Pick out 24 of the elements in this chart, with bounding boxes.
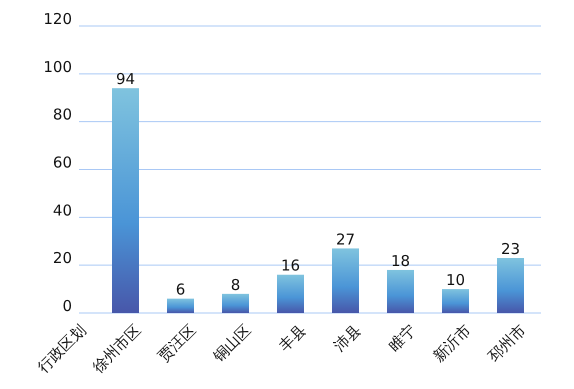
data-label: 27 [336, 230, 356, 248]
y-tick-label: 100 [43, 58, 72, 76]
x-tick-label: 沛县 [330, 321, 364, 355]
y-tick-label: 0 [62, 297, 72, 315]
x-tick-label: 邳州市 [484, 321, 530, 366]
data-label: 94 [116, 70, 136, 88]
x-tick-label: 贾汪区 [154, 321, 200, 366]
x-tick-label: 新沂市 [430, 321, 474, 366]
data-label: 10 [446, 271, 466, 290]
data-label: 16 [280, 256, 300, 275]
y-tick-label: 40 [52, 201, 72, 220]
x-tick-label: 睢宁 [385, 321, 420, 355]
y-tick-label: 120 [43, 10, 72, 28]
data-label: 23 [500, 240, 520, 258]
y-tick-label: 20 [52, 249, 72, 268]
x-tick-label: 丰县 [275, 321, 310, 355]
x-tick-label: 铜山区 [208, 321, 254, 366]
x-tick-label: 行政区划 [34, 321, 90, 376]
data-label: 18 [390, 252, 410, 270]
y-tick-label: 60 [52, 154, 72, 172]
data-label: 6 [176, 280, 186, 299]
data-label: 8 [230, 276, 240, 294]
x-tick-label: 徐州市区 [89, 321, 144, 376]
y-tick-label: 80 [52, 106, 72, 124]
